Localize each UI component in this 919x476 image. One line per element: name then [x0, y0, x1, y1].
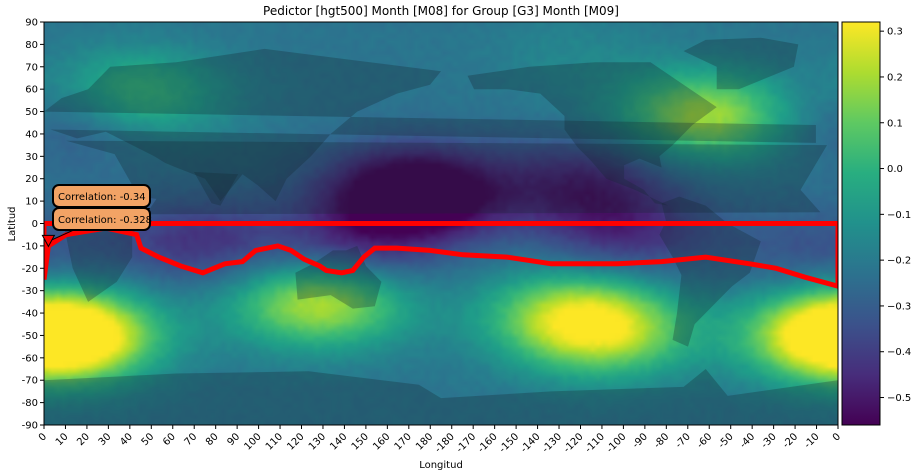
y-tick-label: -70 — [22, 376, 38, 387]
colorbar-tick-label: −0.5 — [887, 393, 911, 404]
y-tick-label: 70 — [25, 62, 38, 73]
x-tick-label: -180 — [433, 431, 457, 455]
x-tick-label: -110 — [583, 431, 607, 455]
europe-asia-landmass — [44, 48, 816, 202]
colorbar-tick-label: 0.2 — [887, 72, 903, 83]
y-axis-label: Latitud — [7, 206, 18, 241]
annotation-arrow — [41, 234, 56, 248]
x-tick-label: -30 — [759, 431, 778, 450]
x-tick-label: 130 — [307, 431, 328, 452]
x-tick-label: 110 — [264, 431, 285, 452]
y-tick-label: -10 — [22, 241, 38, 252]
colorbar-gradient — [842, 22, 880, 425]
x-tick-label: 0 — [37, 431, 49, 443]
y-tick-label: 40 — [25, 129, 38, 140]
x-tick-label: -150 — [497, 431, 521, 455]
x-tick-label: 100 — [242, 431, 263, 452]
y-tick-label: 10 — [25, 197, 38, 208]
x-tick-label: 90 — [225, 431, 242, 448]
x-tick-label: -120 — [562, 431, 586, 455]
x-tick-label: -70 — [674, 431, 693, 450]
correlation-annotation: Correlation: -0.328 — [41, 207, 152, 248]
y-tick-label: 20 — [25, 174, 38, 185]
colorbar-tick-label: 0.0 — [887, 164, 903, 175]
y-tick-label: 0 — [32, 219, 38, 230]
north-america-landmass — [467, 62, 717, 206]
x-tick-label: -140 — [519, 431, 543, 455]
y-tick-label: 60 — [25, 85, 38, 96]
colorbar-tick-label: −0.2 — [887, 256, 911, 267]
x-tick-label: -80 — [652, 431, 671, 450]
x-tick-label: 50 — [140, 431, 157, 448]
y-axis: 90 80 70 60 50 40 30 20 10 0 -10 -20 -30 -40 -50 -60 -70… — [22, 18, 44, 432]
x-tick-label: -20 — [781, 431, 800, 450]
x-tick-label: -90 — [631, 431, 650, 450]
x-tick-label: 180 — [414, 431, 435, 452]
selected-region — [44, 221, 838, 289]
annotation-text: Correlation: -0.34 — [58, 192, 146, 203]
x-tick-label: 160 — [371, 431, 392, 452]
x-tick-label: 10 — [54, 431, 71, 448]
y-tick-label: -20 — [22, 264, 38, 275]
x-tick-label: -60 — [695, 431, 714, 450]
plot-area — [44, 22, 838, 425]
south-america-landmass — [659, 196, 761, 347]
y-tick-label: -90 — [22, 421, 38, 432]
x-tick-label: -40 — [738, 431, 757, 450]
colorbar-ticks: 0.3 0.2 0.1 0.0 −0.1 −0.2 −0.3 −0.4 −0.5 — [880, 27, 911, 404]
colorbar: 0.3 0.2 0.1 0.0 −0.1 −0.2 −0.3 −0.4 −0.5 — [841, 21, 911, 426]
y-tick-label: 50 — [25, 107, 38, 118]
y-tick-label: -60 — [22, 353, 38, 364]
annotation-box — [52, 207, 151, 231]
africa-landmass — [61, 140, 828, 302]
x-tick-label: 150 — [350, 431, 371, 452]
annotation-text: Correlation: -0.328 — [58, 215, 152, 226]
x-tick-label: 140 — [328, 431, 349, 452]
y-tick-label: 80 — [25, 40, 38, 51]
y-tick-label: 90 — [25, 18, 38, 29]
x-tick-label: 60 — [161, 431, 178, 448]
y-tick-label: -30 — [22, 286, 38, 297]
x-tick-label: 0 — [831, 431, 843, 443]
colorbar-frame — [841, 21, 881, 426]
y-tick-label: -50 — [22, 331, 38, 342]
region-outline — [44, 221, 838, 289]
y-tick-label: -40 — [22, 309, 38, 320]
greenland-landmass — [683, 37, 799, 90]
y-tick-label: -80 — [22, 398, 38, 409]
x-tick-label: -50 — [716, 431, 735, 450]
colorbar-tick-label: 0.3 — [887, 27, 903, 38]
x-tick-label: 70 — [183, 431, 200, 448]
x-tick-label: 20 — [75, 431, 92, 448]
india-landmass — [194, 172, 239, 206]
x-tick-label: -160 — [476, 431, 500, 455]
colorbar-tick-label: 0.1 — [887, 118, 903, 129]
x-tick-label: -10 — [802, 431, 821, 450]
colorbar-tick-label: −0.1 — [887, 210, 911, 221]
x-tick-label: 80 — [204, 431, 221, 448]
chart-title: Pedictor [hgt500] Month [M08] for Group … — [263, 4, 619, 18]
y-tick-label: 30 — [25, 152, 38, 163]
x-axis: 0 10 20 30 40 50 60 70 80 90 100 110 120 130 140 150 160… — [37, 425, 843, 455]
land-mask — [44, 37, 838, 425]
annotations: Correlation: -0.34 Correlation: -0.328 — [41, 184, 152, 248]
x-axis-label: Longitud — [419, 460, 463, 471]
x-tick-label: -170 — [454, 431, 478, 455]
x-tick-label: 120 — [285, 431, 306, 452]
x-tick-label: 170 — [393, 431, 414, 452]
x-tick-label: 40 — [118, 431, 135, 448]
x-tick-label: -130 — [540, 431, 564, 455]
antarctica-landmass — [44, 369, 838, 425]
colorbar-tick-label: −0.4 — [887, 347, 911, 358]
x-tick-label: 30 — [97, 431, 114, 448]
x-tick-label: -100 — [605, 431, 629, 455]
colorbar-tick-label: −0.3 — [887, 301, 911, 312]
